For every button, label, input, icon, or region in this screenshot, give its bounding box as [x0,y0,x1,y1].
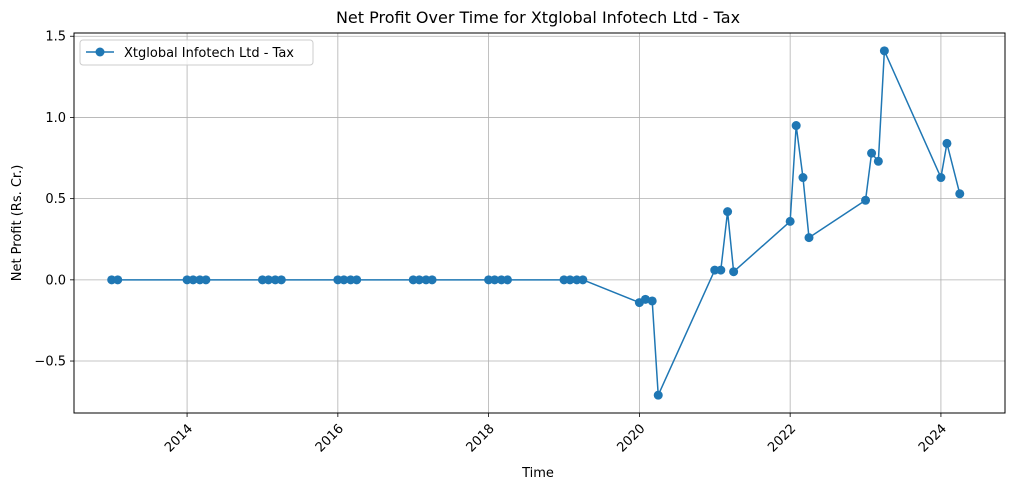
data-point [867,148,877,158]
data-point [873,156,883,166]
data-point [414,275,424,285]
legend: Xtglobal Infotech Ltd - Tax [79,39,314,66]
data-point [276,275,286,285]
data-point [113,275,123,285]
y-tick-label: 0.5 [45,192,66,207]
data-point [936,173,946,183]
y-tick-label: 0.0 [45,273,66,288]
data-point [352,275,362,285]
legend-label: Xtglobal Infotech Ltd - Tax [124,46,294,61]
series-layer [107,46,965,400]
data-point [723,207,733,217]
data-point [791,121,801,131]
data-point [729,267,739,277]
plot-frame [73,32,1006,414]
data-point [785,216,795,226]
y-tick-label: −0.5 [34,355,66,370]
data-point [578,275,588,285]
data-point [861,195,871,205]
data-point [640,294,650,304]
data-point [716,265,726,275]
data-point [188,275,198,285]
data-point [427,275,437,285]
data-point [263,275,273,285]
data-point [565,275,575,285]
data-point [804,233,814,243]
data-point [201,275,211,285]
data-point [798,173,808,183]
data-point [955,189,965,199]
data-point [653,390,663,400]
data-point [647,296,657,306]
chart-title: Net Profit Over Time for Xtglobal Infote… [336,8,740,27]
y-tick-label: 1.5 [45,30,66,45]
data-point [502,275,512,285]
x-axis-label: Time [521,466,554,481]
y-tick-label: 1.0 [45,111,66,126]
data-point [879,46,889,56]
legend-marker [95,47,105,57]
y-axis-label: Net Profit (Rs. Cr.) [10,165,25,282]
data-point [339,275,349,285]
data-point [490,275,500,285]
y-axis: −0.5 0.0 0.5 1.0 1.5 [34,30,74,370]
data-point [942,138,952,148]
legend-box [79,39,314,66]
